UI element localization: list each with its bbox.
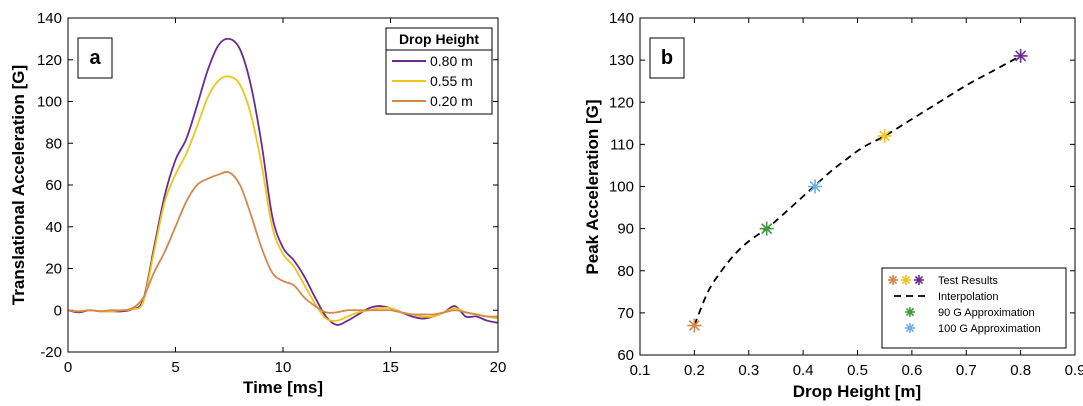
panel-b-x-axis-title: Drop Height [m] xyxy=(793,382,921,401)
panel-a-y-tick-label: 60 xyxy=(45,177,62,194)
panel-a-legend-label-0: 0.80 m xyxy=(430,53,473,69)
panel-a-plot-frame xyxy=(67,17,499,353)
panel-b-test-result-point-0 xyxy=(687,318,702,333)
panel-b-plot-frame xyxy=(639,17,1076,356)
panel-b-legend: Test Results Interpolation 90 G Approximat… xyxy=(881,267,1067,349)
panel-a-y-tick-label: 0 xyxy=(54,302,62,319)
panel-b-y-tick-label: 90 xyxy=(617,221,634,238)
panel-a-y-axis-title: Translational Acceleration [G] xyxy=(9,65,28,305)
panel-a-series-lines xyxy=(67,37,499,326)
panel-a-x-axis-title: Time [ms] xyxy=(243,378,323,397)
panel-a-y-tick-label: 120 xyxy=(37,52,62,69)
panel-a-legend-label-1: 0.55 m xyxy=(430,73,473,89)
panel-a-x-axis: 0 5 10 15 20 xyxy=(64,18,507,376)
panel-b-y-tick-label: 110 xyxy=(610,136,634,153)
panel-b-legend-90-star xyxy=(905,307,915,317)
panel-b-y-tick-label: 130 xyxy=(609,52,634,69)
panel-b-legend-items: Test Results Interpolation 90 G Approximat… xyxy=(888,275,1041,335)
panel-b-legend-test-results: Test Results xyxy=(938,275,998,287)
panel-a-y-axis: -20 0 20 40 60 80 100 120 140 xyxy=(37,10,498,361)
panel-b-legend-100-star xyxy=(905,323,915,333)
panel-b-legend-90-approx: 90 G Approximation xyxy=(938,307,1035,319)
panel-b-x-tick-label: 0.5 xyxy=(847,362,868,379)
panel-a-label-box xyxy=(77,37,113,79)
panel-a-y-tick-label: 80 xyxy=(45,135,62,152)
panel-a-y-tick-label: 100 xyxy=(37,94,62,111)
panel-b-x-tick-label: 0.9 xyxy=(1065,362,1083,379)
panel-b-x-tick-label: 0.2 xyxy=(684,362,705,379)
panel-a-x-tick-label: 0 xyxy=(64,359,72,376)
panel-b-test-result-point-2 xyxy=(1013,48,1028,63)
panel-b-label: b xyxy=(661,47,673,69)
panel-b-data-points xyxy=(687,48,1028,333)
panel-b-label-box xyxy=(649,37,685,79)
panel-b-y-axis: 60 70 80 90 100 110 120 130 140 xyxy=(609,10,1075,364)
panel-a-legend: Drop Height 0.80 m 0.55 m 0.20 m xyxy=(385,27,493,115)
panel-a-series-line-2 xyxy=(67,171,499,318)
panel-a-x-tick-label: 15 xyxy=(382,359,399,376)
panel-b-test-result-point-1 xyxy=(877,128,892,143)
panel-b-x-tick-label: 0.6 xyxy=(901,362,922,379)
panel-b-legend-test-star-1 xyxy=(901,275,911,285)
panel-a-label: a xyxy=(89,47,101,69)
panel-b-x-tick-label: 0.4 xyxy=(793,362,814,379)
panel-a-legend-items: 0.80 m 0.55 m 0.20 m xyxy=(392,53,473,109)
panel-b-y-tick-label: 120 xyxy=(609,94,634,111)
panel-b-x-tick-label: 0.3 xyxy=(738,362,759,379)
panel-a-y-tick-label: 20 xyxy=(45,261,62,278)
panel-a-y-tick-label: 140 xyxy=(37,10,62,27)
panel-b-legend-test-star-0 xyxy=(888,275,898,285)
panel-a-legend-label-2: 0.20 m xyxy=(430,93,473,109)
panel-b-y-tick-label: 70 xyxy=(617,305,634,322)
panel-b-x-axis: 0.1 0.2 0.3 0.4 0.5 0.6 0.7 0.8 0.9 xyxy=(630,18,1083,379)
panel-b-legend-test-star-2 xyxy=(914,275,924,285)
panel-a-x-tick-label: 5 xyxy=(171,359,179,376)
panel-b-legend-100-approx: 100 G Approximation xyxy=(938,323,1041,335)
panel-a-legend-box xyxy=(385,27,493,115)
panel-b-y-tick-label: 60 xyxy=(617,347,634,364)
panel-a-series-line-0 xyxy=(67,37,499,326)
panel-b-legend-interpolation: Interpolation xyxy=(938,291,999,303)
panel-a-x-tick-label: 20 xyxy=(490,359,507,376)
panel-a-x-tick-label: 10 xyxy=(275,359,292,376)
panel-b-approx-100-point xyxy=(808,179,823,194)
panel-a-y-tick-label: 40 xyxy=(45,219,62,236)
panel-b-y-tick-label: 140 xyxy=(609,10,634,27)
panel-a-legend-title: Drop Height xyxy=(399,31,479,47)
panel-b-interpolation-line xyxy=(693,55,1022,326)
panel-b-x-tick-label: 0.7 xyxy=(956,362,977,379)
panel-b-legend-box xyxy=(881,267,1067,349)
panel-a-y-tick-label: -20 xyxy=(40,344,62,361)
panel-b-y-axis-title: Peak Acceleration [G] xyxy=(583,99,602,274)
panel-b-y-tick-label: 80 xyxy=(617,263,634,280)
panel-b-approx-90-point xyxy=(759,221,774,236)
panel-a-series-line-1 xyxy=(67,75,499,322)
panel-b-y-tick-label: 100 xyxy=(609,179,634,196)
panel-b-x-tick-label: 0.8 xyxy=(1010,362,1031,379)
panel-b-x-tick-label: 0.1 xyxy=(630,362,651,379)
